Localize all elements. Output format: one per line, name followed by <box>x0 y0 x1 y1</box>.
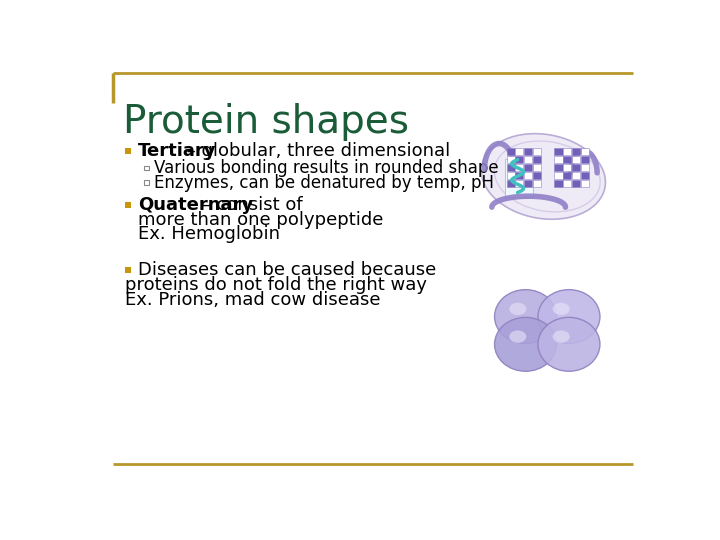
FancyBboxPatch shape <box>563 172 572 179</box>
Text: Enzymes, can be denatured by temp, pH: Enzymes, can be denatured by temp, pH <box>153 174 493 192</box>
FancyBboxPatch shape <box>572 156 580 163</box>
FancyBboxPatch shape <box>524 164 532 171</box>
FancyBboxPatch shape <box>533 156 541 163</box>
Ellipse shape <box>553 303 570 315</box>
FancyBboxPatch shape <box>516 164 523 171</box>
FancyBboxPatch shape <box>125 202 131 208</box>
FancyBboxPatch shape <box>563 156 572 163</box>
Text: Ex. Prions, mad cow disease: Ex. Prions, mad cow disease <box>125 291 380 309</box>
FancyBboxPatch shape <box>516 180 523 187</box>
FancyBboxPatch shape <box>505 159 533 197</box>
FancyBboxPatch shape <box>554 148 562 155</box>
Ellipse shape <box>495 289 557 343</box>
Ellipse shape <box>509 303 526 315</box>
FancyBboxPatch shape <box>554 164 562 171</box>
FancyBboxPatch shape <box>533 164 541 171</box>
FancyBboxPatch shape <box>581 172 589 179</box>
FancyBboxPatch shape <box>572 180 580 187</box>
FancyBboxPatch shape <box>563 180 572 187</box>
FancyBboxPatch shape <box>572 148 580 155</box>
Ellipse shape <box>538 289 600 343</box>
Ellipse shape <box>495 318 557 372</box>
FancyBboxPatch shape <box>507 156 515 163</box>
FancyBboxPatch shape <box>554 180 562 187</box>
FancyBboxPatch shape <box>125 148 131 154</box>
FancyBboxPatch shape <box>125 267 131 273</box>
FancyBboxPatch shape <box>524 156 532 163</box>
Text: Quaternary: Quaternary <box>138 196 253 214</box>
Text: proteins do not fold the right way: proteins do not fold the right way <box>125 276 427 294</box>
Ellipse shape <box>553 330 570 343</box>
FancyBboxPatch shape <box>563 164 572 171</box>
FancyBboxPatch shape <box>507 164 515 171</box>
FancyBboxPatch shape <box>581 164 589 171</box>
FancyBboxPatch shape <box>554 156 562 163</box>
FancyBboxPatch shape <box>581 148 589 155</box>
Ellipse shape <box>538 318 600 372</box>
Text: – globular, three dimensional: – globular, three dimensional <box>181 142 450 160</box>
FancyBboxPatch shape <box>524 172 532 179</box>
FancyBboxPatch shape <box>524 148 532 155</box>
FancyBboxPatch shape <box>563 148 572 155</box>
Text: Tertiary: Tertiary <box>138 142 217 160</box>
FancyBboxPatch shape <box>516 156 523 163</box>
FancyBboxPatch shape <box>507 172 515 179</box>
Ellipse shape <box>509 330 526 343</box>
FancyBboxPatch shape <box>581 180 589 187</box>
FancyBboxPatch shape <box>516 148 523 155</box>
FancyBboxPatch shape <box>533 172 541 179</box>
FancyBboxPatch shape <box>507 180 515 187</box>
FancyBboxPatch shape <box>507 148 515 155</box>
FancyBboxPatch shape <box>516 172 523 179</box>
FancyBboxPatch shape <box>533 148 541 155</box>
Text: – consist of: – consist of <box>196 196 303 214</box>
Text: Ex. Hemoglobin: Ex. Hemoglobin <box>138 225 280 243</box>
Text: Various bonding results in rounded shape: Various bonding results in rounded shape <box>153 159 498 177</box>
Text: more than one polypeptide: more than one polypeptide <box>138 211 384 228</box>
FancyBboxPatch shape <box>554 172 562 179</box>
FancyBboxPatch shape <box>533 180 541 187</box>
FancyBboxPatch shape <box>524 180 532 187</box>
Ellipse shape <box>481 133 606 219</box>
Text: Diseases can be caused because: Diseases can be caused because <box>138 261 436 279</box>
FancyBboxPatch shape <box>572 172 580 179</box>
FancyBboxPatch shape <box>572 164 580 171</box>
Text: Protein shapes: Protein shapes <box>122 103 408 141</box>
FancyBboxPatch shape <box>581 156 589 163</box>
